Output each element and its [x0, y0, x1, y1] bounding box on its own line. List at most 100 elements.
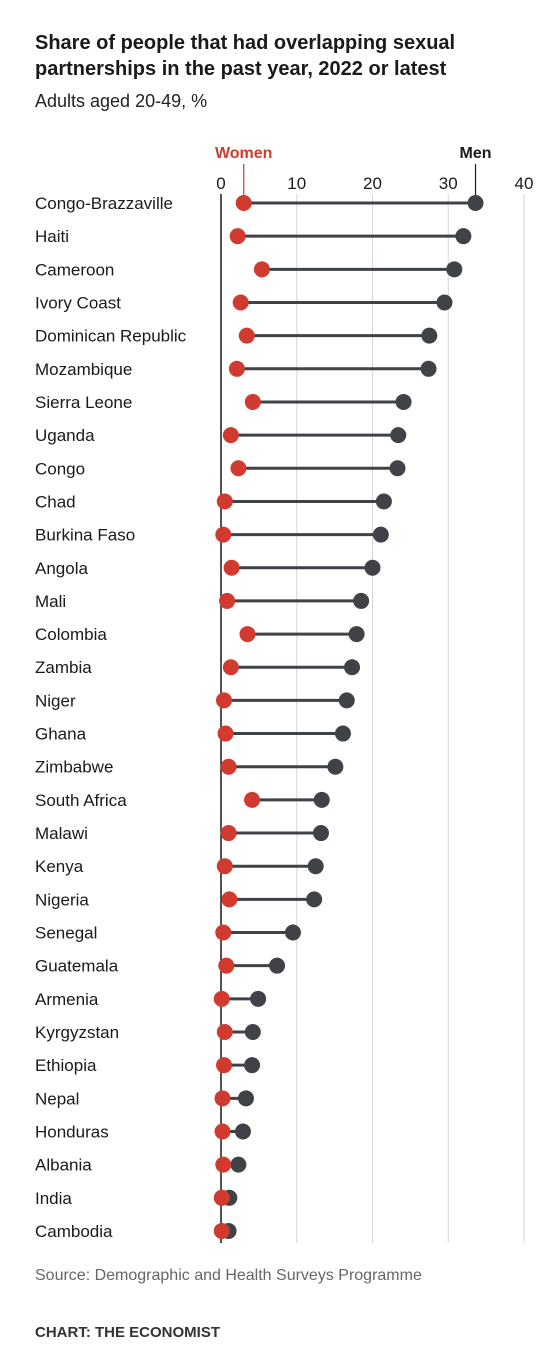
- men-dot: [230, 1156, 247, 1173]
- women-dot: [238, 327, 255, 344]
- women-dot: [244, 791, 261, 808]
- country-label: Uganda: [35, 426, 95, 445]
- country-label: Dominican Republic: [35, 327, 187, 346]
- country-label: Malawi: [35, 824, 88, 843]
- country-label: Honduras: [35, 1122, 109, 1141]
- men-dot: [334, 725, 351, 742]
- country-label: Kenya: [35, 857, 84, 876]
- country-label: Zambia: [35, 658, 92, 677]
- chart-title: Share of people that had overlapping sex…: [35, 32, 456, 80]
- chart-credit: CHART: THE ECONOMIST: [35, 1324, 220, 1341]
- country-label: Congo-Brazzaville: [35, 194, 173, 213]
- men-dot: [372, 526, 389, 543]
- men-dot: [312, 825, 329, 842]
- women-dot: [229, 228, 246, 245]
- women-dot: [213, 1189, 230, 1206]
- men-dot: [375, 493, 392, 510]
- men-dot: [327, 758, 344, 775]
- women-dot: [244, 393, 261, 410]
- country-label: Albania: [35, 1156, 92, 1175]
- women-dot: [235, 195, 252, 211]
- women-dot: [218, 957, 235, 974]
- men-dot: [313, 791, 330, 808]
- x-tick-label: 30: [439, 174, 458, 193]
- country-label: Nepal: [35, 1089, 79, 1108]
- men-dot: [395, 393, 412, 410]
- men-dot: [348, 626, 365, 643]
- women-dot: [253, 261, 270, 278]
- country-label: Haiti: [35, 227, 69, 246]
- men-dot: [244, 1057, 261, 1074]
- women-dot: [214, 1123, 231, 1140]
- men-dot: [436, 294, 453, 311]
- country-label: Colombia: [35, 625, 107, 644]
- men-dot: [364, 559, 381, 576]
- women-dot: [214, 1090, 231, 1107]
- women-dot: [216, 493, 233, 510]
- men-dot: [306, 891, 323, 908]
- x-tick-label: 20: [363, 174, 382, 193]
- women-dot: [217, 725, 234, 742]
- men-dot: [344, 659, 361, 676]
- men-dot: [389, 460, 406, 477]
- country-label: Mali: [35, 592, 66, 611]
- women-dot: [215, 924, 232, 941]
- men-dot: [284, 924, 301, 941]
- country-label: India: [35, 1189, 72, 1208]
- women-dot: [216, 692, 233, 709]
- men-dot: [237, 1090, 254, 1107]
- x-tick-label: 0: [216, 174, 225, 193]
- women-dot: [222, 659, 239, 676]
- women-dot: [219, 592, 236, 609]
- country-label: Zimbabwe: [35, 758, 113, 777]
- country-label: South Africa: [35, 791, 127, 810]
- country-label: Ethiopia: [35, 1056, 97, 1075]
- country-label: Niger: [35, 691, 76, 710]
- women-dot: [222, 427, 239, 444]
- x-tick-label: 10: [287, 174, 306, 193]
- chart-subtitle: Adults aged 20-49, %: [35, 91, 208, 111]
- women-dot: [215, 1156, 232, 1173]
- men-dot: [338, 692, 355, 709]
- country-label: Cameroon: [35, 260, 114, 279]
- country-label: Armenia: [35, 990, 99, 1009]
- men-dot: [467, 195, 484, 211]
- men-dot: [234, 1123, 251, 1140]
- country-label: Guatemala: [35, 957, 119, 976]
- women-dot: [220, 758, 237, 775]
- country-label: Senegal: [35, 924, 97, 943]
- country-label: Mozambique: [35, 360, 132, 379]
- men-dot: [353, 592, 370, 609]
- women-dot: [213, 1222, 230, 1239]
- men-dot: [390, 427, 407, 444]
- source-note: Source: Demographic and Health Surveys P…: [35, 1267, 422, 1284]
- women-dot: [216, 1024, 233, 1040]
- women-dot: [220, 825, 237, 842]
- country-label: Chad: [35, 492, 76, 511]
- men-dot: [420, 360, 437, 377]
- women-dot: [216, 858, 233, 875]
- men-dot: [244, 1024, 261, 1040]
- men-dot: [446, 261, 463, 278]
- country-label: Burkina Faso: [35, 526, 135, 545]
- men-dot: [421, 327, 438, 344]
- women-dot: [223, 559, 240, 576]
- country-label: Ghana: [35, 725, 87, 744]
- women-dot: [221, 891, 238, 908]
- country-label: Sierra Leone: [35, 393, 132, 412]
- country-label: Congo: [35, 459, 85, 478]
- country-label: Kyrgyzstan: [35, 1023, 119, 1042]
- legend-women: Women: [215, 145, 272, 162]
- women-dot: [216, 1057, 233, 1074]
- women-dot: [239, 626, 256, 643]
- men-dot: [307, 858, 324, 875]
- women-dot: [215, 526, 232, 543]
- men-dot: [455, 228, 472, 245]
- men-dot: [250, 990, 267, 1007]
- country-label: Cambodia: [35, 1222, 113, 1241]
- legend-men: Men: [460, 145, 492, 162]
- country-label: Nigeria: [35, 890, 89, 909]
- country-label: Ivory Coast: [35, 293, 121, 312]
- women-dot: [230, 460, 247, 477]
